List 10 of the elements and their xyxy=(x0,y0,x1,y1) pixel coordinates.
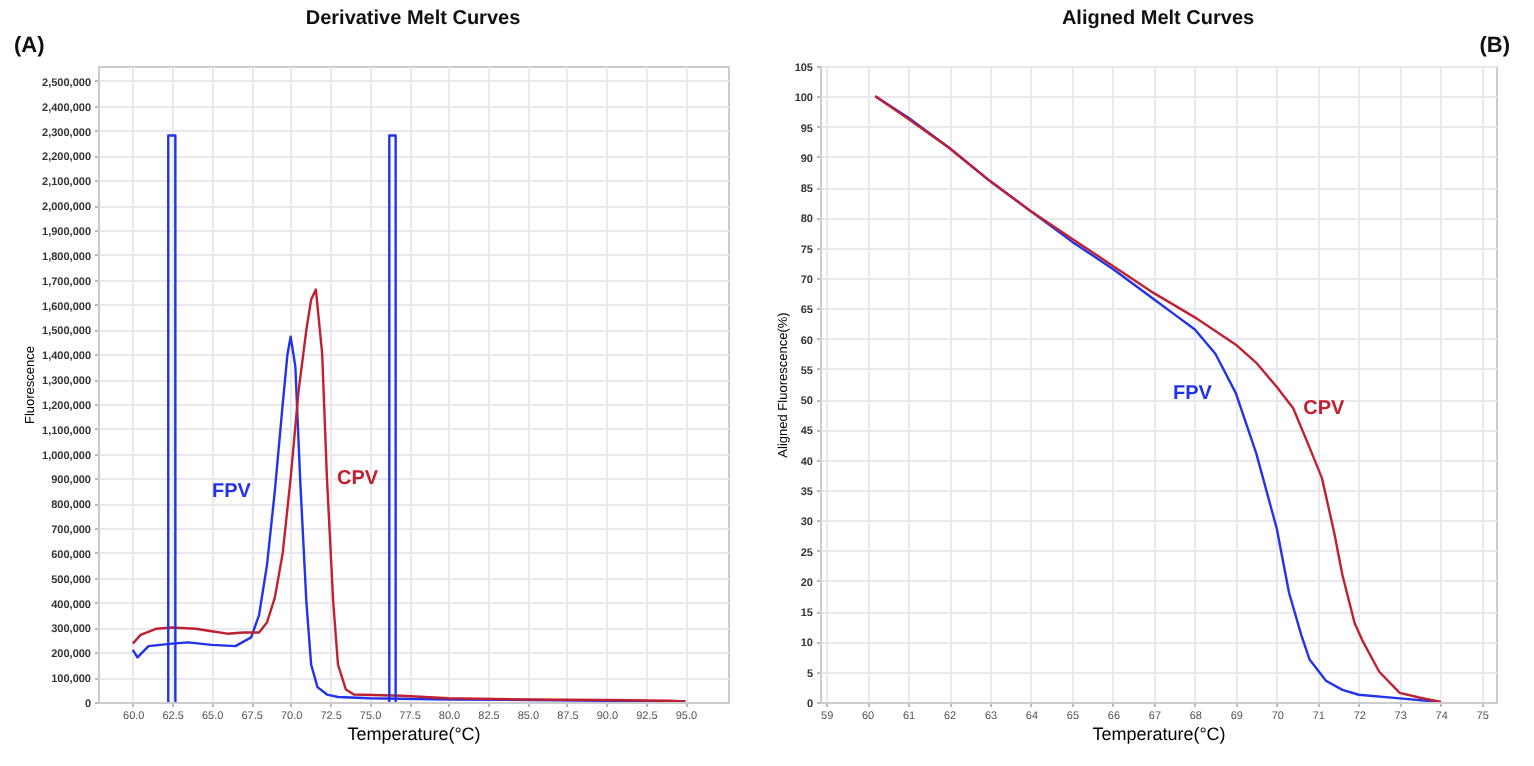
x-axis-title: Temperature(°C) xyxy=(1092,724,1226,744)
series-label: CPV xyxy=(336,468,379,491)
chart-subtitle: (A) xyxy=(14,34,46,58)
x-axis-title: Temperature(°C) xyxy=(347,724,481,744)
chart-title: Derivative Melt Curves xyxy=(305,8,522,30)
chart-title: Aligned Melt Curves xyxy=(1061,8,1255,30)
series-label: CPV xyxy=(1303,398,1345,421)
series-label: FPV xyxy=(1172,383,1213,406)
series-label: FPV xyxy=(211,480,252,503)
chart-subtitle: (B) xyxy=(1479,34,1511,58)
